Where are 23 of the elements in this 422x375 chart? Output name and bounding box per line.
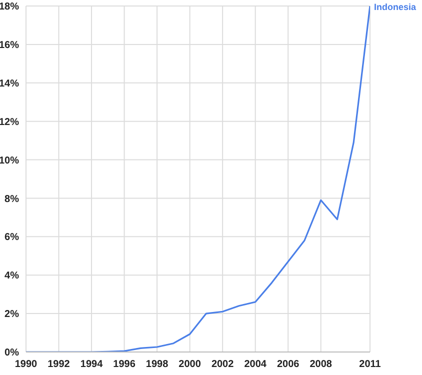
- y-tick-label: 8%: [4, 194, 20, 205]
- y-tick-label: 0%: [4, 348, 20, 359]
- y-tick-label: 2%: [4, 309, 20, 320]
- y-tick-label: 14%: [0, 78, 20, 90]
- y-tick-label: 16%: [0, 40, 20, 51]
- y-tick-label: 6%: [4, 232, 20, 244]
- x-tick-label: 1992: [48, 359, 70, 370]
- line-series: [26, 6, 370, 352]
- x-tick-label: 2008: [310, 359, 332, 370]
- x-tick-label: 2004: [244, 359, 267, 370]
- x-tick-label: 1994: [80, 359, 104, 370]
- x-tick-label: 2000: [178, 359, 202, 370]
- x-tick-label: 1996: [113, 359, 136, 370]
- y-tick-label: 18%: [0, 2, 20, 13]
- y-tick-label: 10%: [0, 155, 20, 166]
- x-tick-label: 2011: [359, 359, 382, 370]
- y-tick-label: 12%: [0, 116, 20, 128]
- x-tick-label: 1990: [14, 359, 38, 370]
- x-tick-label: 2002: [211, 359, 234, 370]
- x-tick-label: 2006: [276, 359, 300, 370]
- y-tick-label: 4%: [4, 270, 20, 282]
- x-tick-label: 1998: [146, 359, 169, 370]
- series-label: Indonesia: [374, 2, 417, 12]
